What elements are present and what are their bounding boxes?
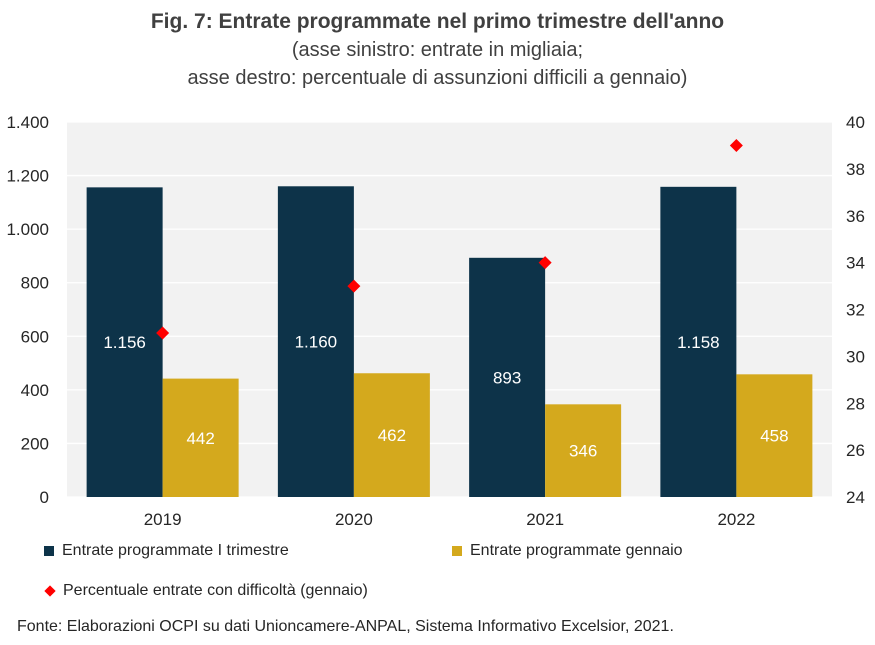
point-marker	[156, 326, 170, 340]
left-axis-tick-label: 1.200	[6, 167, 49, 186]
source-note: Fonte: Elaborazioni OCPI su dati Unionca…	[17, 618, 674, 635]
bar-primary	[469, 257, 546, 497]
left-axis-tick-label: 1.000	[6, 220, 49, 239]
legend-item-secondary: Entrate programmate gennaio	[452, 542, 683, 560]
point-marker	[347, 279, 361, 293]
legend-swatch-primary	[44, 546, 54, 556]
point-marker	[729, 138, 743, 152]
x-axis-tick-label: 2019	[144, 510, 182, 529]
bar-secondary-data-label: 442	[186, 429, 214, 448]
left-axis-tick-label: 0	[40, 488, 49, 507]
bar-secondary-data-label: 346	[569, 442, 597, 461]
right-axis-tick-label: 38	[846, 160, 865, 179]
left-axis-tick-label: 200	[21, 434, 49, 453]
legend-item-primary: Entrate programmate I trimestre	[44, 542, 289, 560]
bar-secondary-data-label: 462	[378, 426, 406, 445]
bar-primary-data-label: 1.160	[295, 333, 338, 352]
legend-label-secondary: Entrate programmate gennaio	[470, 542, 683, 559]
legend-item-marker: Percentuale entrate con difficoltà (genn…	[44, 582, 368, 600]
right-axis-tick-label: 40	[846, 113, 865, 132]
right-axis-tick-label: 36	[846, 207, 865, 226]
bar-primary-data-label: 893	[493, 368, 521, 387]
legend-label-primary: Entrate programmate I trimestre	[62, 542, 289, 559]
legend-swatch-secondary	[452, 546, 462, 556]
bar-primary	[86, 187, 163, 497]
x-axis-tick-label: 2022	[717, 510, 755, 529]
left-axis-tick-label: 400	[21, 381, 49, 400]
bar-primary	[277, 186, 354, 498]
bar-secondary	[545, 404, 622, 497]
x-axis-tick-label: 2021	[526, 510, 564, 529]
legend-diamond-marker	[44, 585, 56, 597]
right-axis-tick-label: 30	[846, 347, 865, 366]
right-axis-tick-label: 34	[846, 254, 865, 273]
bar-primary	[660, 186, 737, 498]
x-axis-tick-label: 2020	[335, 510, 373, 529]
chart-title-block: Fig. 7: Entrate programmate nel primo tr…	[0, 8, 875, 92]
right-axis-tick-label: 26	[846, 441, 865, 460]
left-axis-tick-label: 800	[21, 274, 49, 293]
right-axis-tick-label: 32	[846, 301, 865, 320]
chart-title: Fig. 7: Entrate programmate nel primo tr…	[150, 10, 725, 33]
bar-secondary	[353, 373, 430, 497]
bar-primary-data-label: 1.158	[677, 333, 720, 352]
chart-subtitle-line-2: asse destro: percentuale di assunzioni d…	[187, 67, 688, 89]
bar-primary-data-label: 1.156	[103, 333, 146, 352]
bar-secondary-data-label: 458	[760, 427, 788, 446]
bar-secondary	[162, 378, 239, 497]
left-axis-tick-label: 1.400	[6, 113, 49, 132]
right-axis-tick-label: 28	[846, 394, 865, 413]
left-axis-tick-label: 600	[21, 327, 49, 346]
point-marker	[538, 256, 552, 270]
chart-subtitle-line-1: (asse sinistro: entrate in migliaia;	[291, 39, 584, 61]
bar-secondary	[736, 374, 813, 497]
right-axis-tick-label: 24	[846, 488, 865, 507]
legend-label-marker: Percentuale entrate con difficoltà (genn…	[63, 582, 368, 599]
